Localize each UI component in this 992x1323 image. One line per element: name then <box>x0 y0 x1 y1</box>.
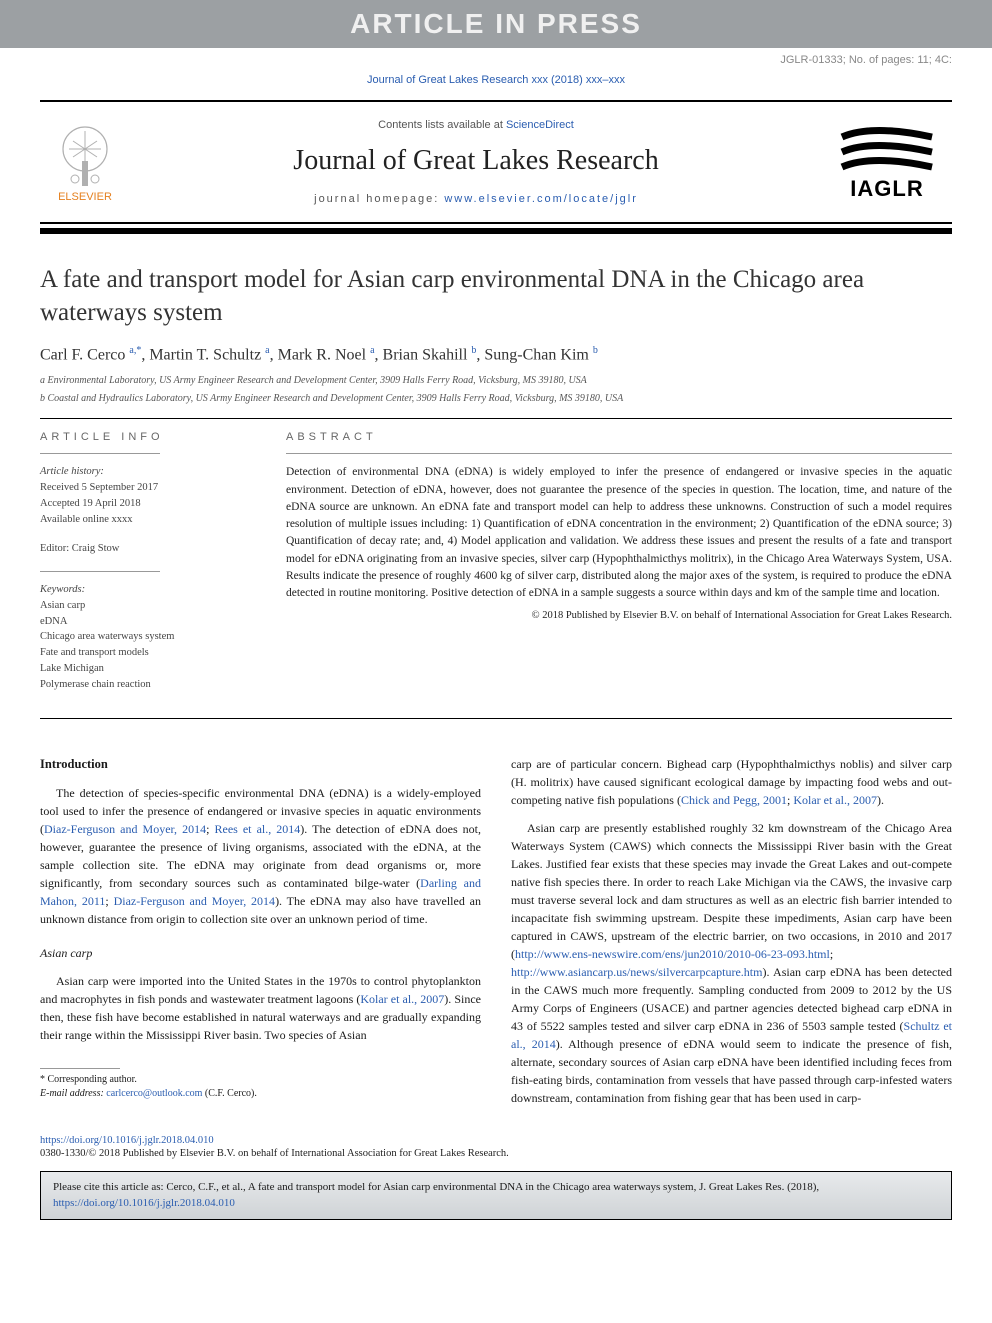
keywords-label: Keywords: <box>40 582 250 598</box>
thin-rule-1 <box>40 418 952 419</box>
thick-rule <box>40 228 952 234</box>
keyword-item: Lake Michigan <box>40 661 250 677</box>
email-suffix: (C.F. Cerco). <box>202 1088 256 1099</box>
homepage-prefix: journal homepage: <box>314 193 444 205</box>
accepted-line: Accepted 19 April 2018 <box>40 496 250 512</box>
abstract-heading: abstract <box>286 431 952 443</box>
text: ). Although presence of eDNA would seem … <box>511 1037 952 1105</box>
press-banner: ARTICLE IN PRESS <box>0 0 992 48</box>
text: ; <box>830 947 833 961</box>
col2-para-2: Asian carp are presently established rou… <box>511 819 952 1107</box>
cite-box: Please cite this article as: Cerco, C.F.… <box>40 1171 952 1220</box>
info-abstract-row: article info Article history: Received 5… <box>40 431 952 706</box>
elsevier-logo: ELSEVIER <box>40 112 130 212</box>
abstract-text: Detection of environmental DNA (eDNA) is… <box>286 464 952 602</box>
jglr-id-line: JGLR-01333; No. of pages: 11; 4C: <box>0 48 992 70</box>
elsevier-label: ELSEVIER <box>58 191 112 203</box>
iaglr-label: IAGLR <box>850 176 923 202</box>
intro-para-1: The detection of species-specific enviro… <box>40 784 481 928</box>
corr-author-line: * Corresponding author. <box>40 1073 481 1087</box>
keyword-item: Polymerase chain reaction <box>40 677 250 693</box>
footnote-rule <box>40 1068 120 1069</box>
abstract-copyright: © 2018 Published by Elsevier B.V. on beh… <box>286 610 952 621</box>
thin-rule-2 <box>40 718 952 719</box>
info-rule-1 <box>40 453 160 454</box>
journal-header-box: ELSEVIER Contents lists available at Sci… <box>40 100 952 224</box>
cite-prefix: Please cite this article as: Cerco, C.F.… <box>53 1181 819 1193</box>
affiliation-b: b Coastal and Hydraulics Laboratory, US … <box>40 392 952 406</box>
issn-line: 0380-1330/© 2018 Published by Elsevier B… <box>40 1148 952 1159</box>
iaglr-logo: IAGLR <box>822 112 952 212</box>
email-link[interactable]: carlcerco@outlook.com <box>106 1088 202 1099</box>
homepage-line: journal homepage: www.elsevier.com/locat… <box>130 193 822 205</box>
text: Asian carp are presently established rou… <box>511 821 952 961</box>
cite-link[interactable]: Rees et al., 2014 <box>214 822 300 836</box>
cite-link[interactable]: Diaz-Ferguson and Moyer, 2014 <box>114 894 275 908</box>
email-label: E-mail address: <box>40 1088 106 1099</box>
cite-link[interactable]: Kolar et al., 2007 <box>360 992 444 1006</box>
editor-line: Editor: Craig Stow <box>40 541 250 557</box>
text: ). <box>877 793 884 807</box>
cite-link[interactable]: Diaz-Ferguson and Moyer, 2014 <box>44 822 206 836</box>
body-columns: Introduction The detection of species-sp… <box>40 755 952 1117</box>
iaglr-waves-icon <box>837 122 937 172</box>
keyword-item: Fate and transport models <box>40 645 250 661</box>
keyword-item: Chicago area waterways system <box>40 629 250 645</box>
email-line: E-mail address: carlcerco@outlook.com (C… <box>40 1087 481 1101</box>
text: ; <box>105 894 113 908</box>
url-link[interactable]: http://www.ens-newswire.com/ens/jun2010/… <box>515 947 830 961</box>
article-history-block: Article history: Received 5 September 20… <box>40 464 250 527</box>
history-label: Article history: <box>40 464 250 480</box>
article-title: A fate and transport model for Asian car… <box>40 264 952 329</box>
info-rule-2 <box>40 571 160 572</box>
header-center: Contents lists available at ScienceDirec… <box>130 119 822 205</box>
abstract-col: abstract Detection of environmental DNA … <box>286 431 952 706</box>
keywords-list: Asian carpeDNAChicago area waterways sys… <box>40 598 250 693</box>
doi-line[interactable]: https://doi.org/10.1016/j.jglr.2018.04.0… <box>40 1135 952 1146</box>
info-heading: article info <box>40 431 250 443</box>
asian-carp-heading: Asian carp <box>40 944 481 962</box>
journal-ref-line: Journal of Great Lakes Research xxx (201… <box>0 70 992 96</box>
keywords-block: Keywords: Asian carpeDNAChicago area wat… <box>40 582 250 692</box>
keyword-item: Asian carp <box>40 598 250 614</box>
journal-title: Journal of Great Lakes Research <box>130 145 822 177</box>
contents-prefix: Contents lists available at <box>378 119 506 131</box>
article-info-col: article info Article history: Received 5… <box>40 431 250 706</box>
affiliation-a: a Environmental Laboratory, US Army Engi… <box>40 374 952 388</box>
homepage-link[interactable]: www.elsevier.com/locate/jglr <box>444 193 638 205</box>
cite-doi-link[interactable]: https://doi.org/10.1016/j.jglr.2018.04.0… <box>53 1197 235 1209</box>
sciencedirect-link[interactable]: ScienceDirect <box>506 119 574 131</box>
keyword-item: eDNA <box>40 614 250 630</box>
contents-line: Contents lists available at ScienceDirec… <box>130 119 822 131</box>
body-col-left: Introduction The detection of species-sp… <box>40 755 481 1117</box>
abstract-rule <box>286 453 952 454</box>
received-line: Received 5 September 2017 <box>40 480 250 496</box>
elsevier-tree-icon <box>55 121 115 191</box>
introduction-heading: Introduction <box>40 755 481 774</box>
available-line: Available online xxxx <box>40 512 250 528</box>
body-col-right: carp are of particular concern. Bighead … <box>511 755 952 1117</box>
col2-para-1: carp are of particular concern. Bighead … <box>511 755 952 809</box>
corresponding-footnote: * Corresponding author. E-mail address: … <box>40 1073 481 1101</box>
asian-para-1: Asian carp were imported into the United… <box>40 972 481 1044</box>
authors-line: Carl F. Cerco a,*, Martin T. Schultz a, … <box>40 345 952 364</box>
url-link[interactable]: http://www.asiancarp.us/news/silvercarpc… <box>511 965 762 979</box>
cite-link[interactable]: Kolar et al., 2007 <box>793 793 877 807</box>
cite-link[interactable]: Chick and Pegg, 2001 <box>681 793 787 807</box>
